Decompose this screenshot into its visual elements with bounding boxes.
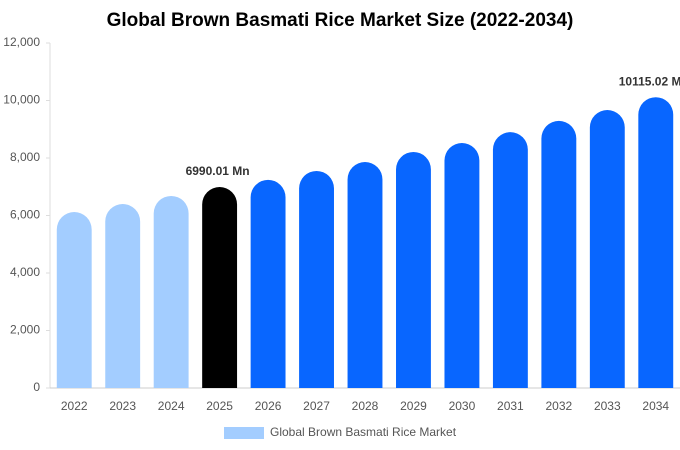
- bar: [589, 109, 625, 388]
- x-tick-label: 2028: [352, 399, 379, 413]
- x-tick-label: 2034: [642, 399, 669, 413]
- chart-title: Global Brown Basmati Rice Market Size (2…: [107, 10, 574, 31]
- x-tick-label: 2026: [255, 399, 282, 413]
- y-tick-label: 2,000: [10, 323, 40, 337]
- bar: [492, 132, 528, 388]
- value-label: 10115.02 Mn: [619, 74, 680, 88]
- bar: [153, 195, 189, 388]
- x-tick-label: 2032: [545, 399, 572, 413]
- bar: [347, 162, 383, 388]
- bar: [250, 179, 286, 388]
- x-tick-label: 2022: [61, 399, 88, 413]
- x-tick-label: 2031: [497, 399, 524, 413]
- bar: [105, 204, 141, 388]
- bar: [202, 187, 238, 388]
- bar: [299, 170, 334, 388]
- x-tick-label: 2030: [449, 399, 476, 413]
- legend-swatch: [224, 427, 264, 439]
- x-tick-label: 2033: [594, 399, 621, 413]
- bar: [541, 120, 577, 389]
- legend-label: Global Brown Basmati Rice Market: [270, 425, 457, 439]
- bar: [444, 143, 480, 388]
- y-tick-label: 6,000: [10, 208, 40, 222]
- x-tick-label: 2023: [109, 399, 136, 413]
- y-tick-label: 0: [33, 380, 40, 394]
- x-tick-label: 2027: [303, 399, 330, 413]
- y-tick-label: 12,000: [3, 35, 40, 49]
- y-tick-label: 8,000: [10, 150, 40, 164]
- bar: [56, 212, 92, 388]
- x-tick-label: 2029: [400, 399, 427, 413]
- value-label: 6990.01 Mn: [186, 164, 250, 178]
- x-tick-label: 2025: [206, 399, 233, 413]
- bar: [396, 151, 431, 388]
- bar: [638, 97, 674, 389]
- x-tick-label: 2024: [158, 399, 185, 413]
- y-tick-label: 4,000: [10, 265, 40, 279]
- y-tick-label: 10,000: [3, 93, 40, 107]
